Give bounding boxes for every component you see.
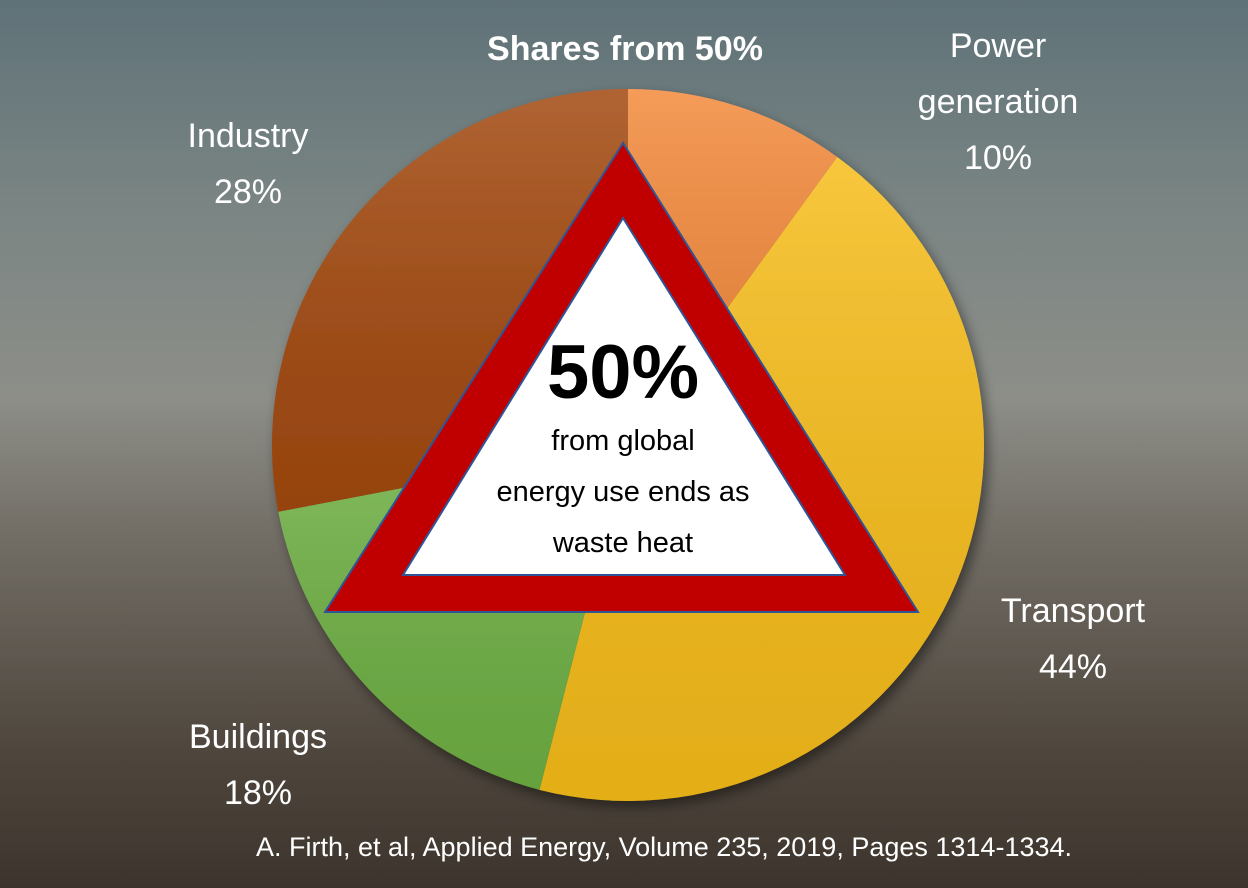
value-label: 44%	[953, 639, 1193, 695]
source: A. Firth, et al, Applied Energy, Volume …	[0, 832, 1248, 863]
chart-title: Shares from 50%	[425, 30, 825, 69]
annotation-headline: 50%	[473, 330, 773, 416]
annotation: 50% from global energy use ends as waste…	[473, 330, 773, 569]
value-label: 10%	[888, 130, 1108, 186]
annotation-line: energy use ends as	[473, 467, 773, 518]
value-label: 28%	[128, 164, 368, 220]
category-label: Power generation	[888, 18, 1108, 130]
category-label: Industry	[128, 108, 368, 164]
annotation-line: waste heat	[473, 518, 773, 569]
value-label: 18%	[138, 765, 378, 821]
category-label: Buildings	[138, 709, 378, 765]
annotation-line: from global	[473, 416, 773, 467]
page: Shares from 50% 50% from global energy u…	[0, 0, 1248, 888]
category-label: Transport	[953, 583, 1193, 639]
